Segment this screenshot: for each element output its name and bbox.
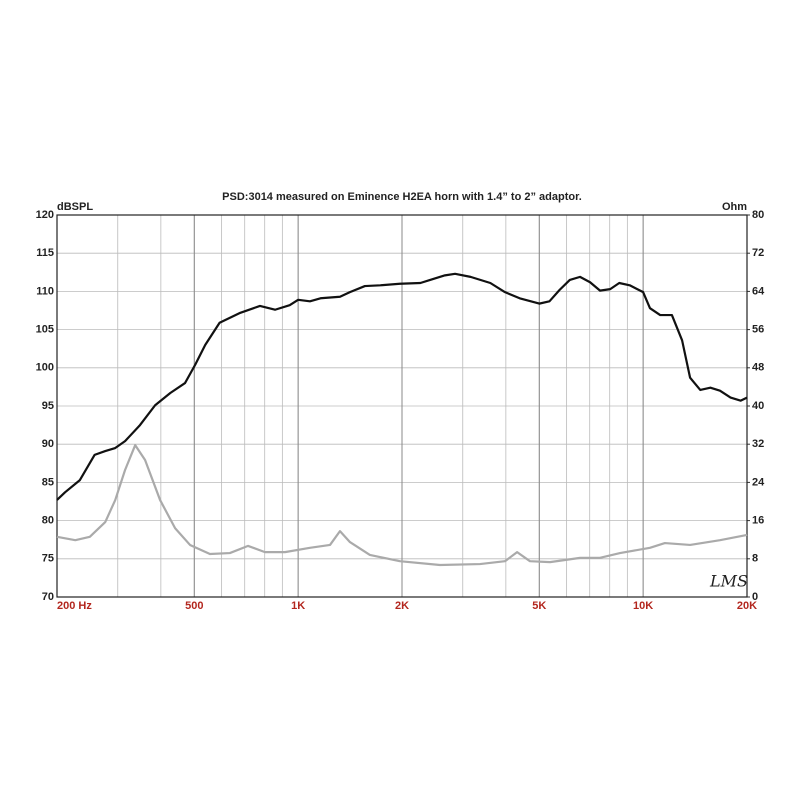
y2-tick-label: 16: [752, 515, 764, 527]
y2-tick-label: 0: [752, 591, 758, 603]
y2-tick-label: 80: [752, 209, 764, 221]
y-tick-label: 90: [42, 438, 54, 450]
x-tick-label: 5K: [532, 600, 546, 612]
y-tick-label: 115: [36, 247, 54, 259]
y2-tick-label: 72: [752, 247, 764, 259]
x-tick-label: 500: [185, 600, 203, 612]
y-tick-label: 110: [36, 285, 54, 297]
spl-line: [56, 272, 748, 501]
y2-tick-label: 40: [752, 400, 764, 412]
x-tick-label: 1K: [291, 600, 305, 612]
y2-axis-label: Ohm: [722, 201, 747, 213]
x-tick-label: 200 Hz: [57, 600, 92, 612]
x-tick-label: 20K: [737, 600, 757, 612]
y-axis-label: dBSPL: [57, 201, 93, 213]
y2-tick-label: 56: [752, 324, 764, 336]
impedance-line: [56, 444, 748, 567]
chart-title: PSD:3014 measured on Eminence H2EA horn …: [222, 191, 582, 203]
y-tick-label: 85: [42, 476, 54, 488]
y-tick-label: 75: [42, 553, 54, 565]
y-tick-label: 105: [36, 324, 54, 336]
y-tick-label: 95: [42, 400, 54, 412]
y-tick-label: 100: [36, 362, 54, 374]
y2-tick-label: 64: [752, 285, 765, 297]
x-tick-label: 10K: [633, 600, 653, 612]
annotation: LMS: [709, 572, 748, 591]
y2-tick-label: 24: [752, 476, 765, 488]
y2-tick-label: 48: [752, 362, 764, 374]
y-tick-label: 80: [42, 515, 54, 527]
plot-frame: [56, 214, 748, 598]
y2-tick-label: 8: [752, 553, 758, 565]
y-tick-label: 120: [36, 209, 54, 221]
x-tick-label: 2K: [395, 600, 409, 612]
y-tick-label: 70: [42, 591, 54, 603]
y2-tick-label: 32: [752, 438, 764, 450]
